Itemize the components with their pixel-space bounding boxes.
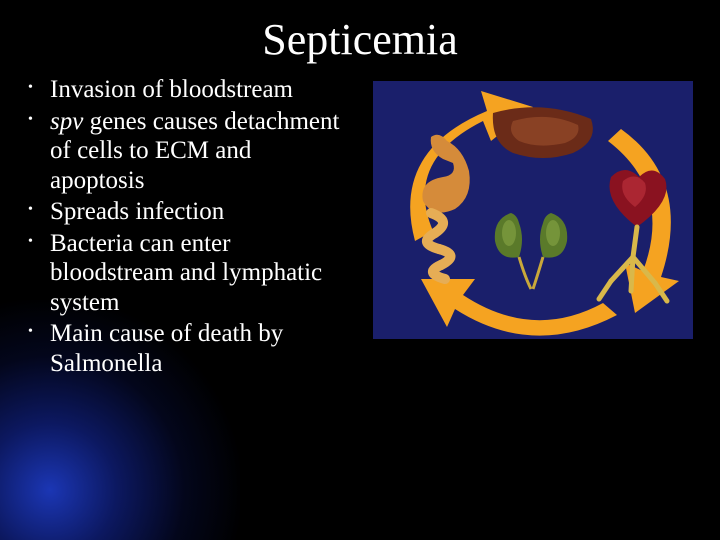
figure-area	[364, 75, 702, 380]
bullet-item: Bacteria can enter bloodstream and lymph…	[22, 229, 352, 318]
slide-title: Septicemia	[0, 0, 720, 75]
bullet-text: Invasion of bloodstream	[50, 76, 293, 103]
bullet-list: Invasion of bloodstream spv genes causes…	[22, 75, 352, 380]
slide: Septicemia Invasion of bloodstream spv g…	[0, 0, 720, 540]
bullet-text: Main cause of death by Salmonella	[50, 320, 283, 377]
bullet-text: genes causes detachment of cells to ECM …	[50, 108, 339, 194]
bullet-item: Main cause of death by Salmonella	[22, 319, 352, 378]
bullet-text: Bacteria can enter bloodstream and lymph…	[50, 230, 322, 316]
bullet-item: Spreads infection	[22, 197, 352, 227]
content-row: Invasion of bloodstream spv genes causes…	[0, 75, 720, 380]
septicemia-cycle-illustration	[373, 81, 693, 339]
bullet-italic-lead: spv	[50, 108, 83, 135]
bullet-text: Spreads infection	[50, 198, 224, 225]
bullet-item: Invasion of bloodstream	[22, 75, 352, 105]
bullet-item: spv genes causes detachment of cells to …	[22, 107, 352, 196]
